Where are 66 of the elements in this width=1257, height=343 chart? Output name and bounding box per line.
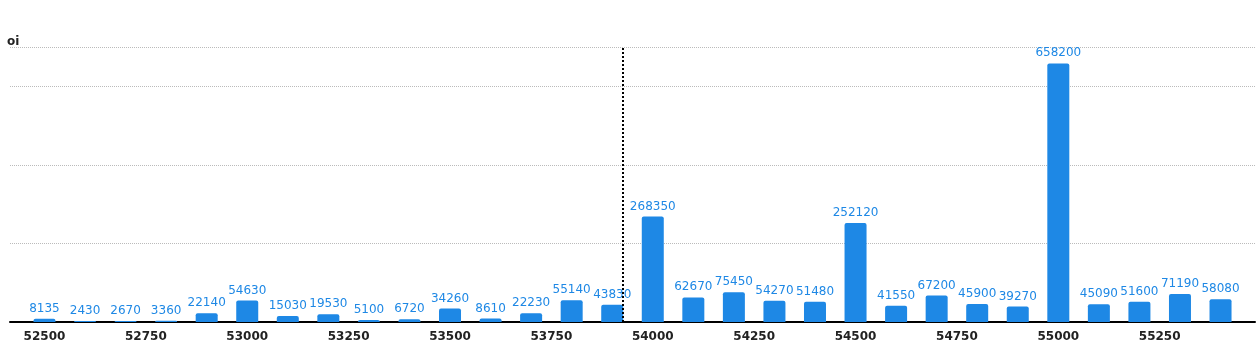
bar (885, 305, 908, 322)
bar (560, 300, 583, 322)
x-tick-label: 53250 (327, 329, 370, 343)
data-label: 8610 (475, 300, 506, 315)
bar (803, 301, 826, 322)
y-axis-title: oi (7, 34, 20, 48)
data-label: 71190 (1160, 276, 1200, 291)
bar (520, 313, 543, 322)
x-tick-label: 53500 (429, 329, 471, 343)
data-label: 268350 (629, 198, 676, 213)
data-label: 75450 (714, 274, 753, 289)
x-tick-label: 54500 (834, 329, 877, 343)
x-tick-label: 52500 (23, 329, 66, 343)
data-label: 22140 (187, 295, 226, 310)
data-label: 658200 (1035, 45, 1082, 60)
data-label: 41550 (877, 287, 916, 302)
data-label: 54630 (228, 282, 267, 297)
bar (722, 292, 745, 322)
bar (601, 304, 624, 322)
x-tick-label: 53750 (530, 329, 573, 343)
bar (276, 316, 299, 322)
bar (925, 295, 948, 322)
bar (1209, 299, 1232, 322)
bar (763, 300, 786, 322)
x-tick-label: 54000 (631, 329, 674, 343)
data-label: 45090 (1079, 286, 1118, 301)
bar (1047, 63, 1070, 322)
data-label: 19530 (309, 296, 348, 311)
x-tick-label: 53000 (226, 329, 269, 343)
data-label: 39270 (998, 288, 1037, 303)
x-tick-label: 54250 (733, 329, 776, 343)
bar (1168, 294, 1191, 322)
data-label: 51600 (1120, 283, 1159, 298)
data-label: 6720 (394, 301, 425, 316)
data-label: 34260 (430, 290, 470, 305)
x-tick-label: 55250 (1138, 329, 1181, 343)
data-label: 5100 (353, 302, 385, 316)
bar (195, 313, 218, 322)
bar (1087, 304, 1110, 322)
data-label: 15030 (268, 298, 307, 313)
bar (641, 216, 664, 322)
data-label: 22230 (512, 295, 551, 310)
x-tick-label: 55000 (1037, 329, 1080, 343)
data-label: 62670 (674, 279, 713, 294)
bar (439, 308, 462, 322)
x-tick-label: 52750 (124, 329, 167, 343)
data-label: 54270 (755, 282, 794, 297)
data-label: 55140 (552, 282, 591, 297)
data-label: 45900 (958, 285, 997, 300)
data-label: 2430 (69, 303, 101, 318)
bar (682, 297, 705, 322)
data-label: 58080 (1201, 281, 1240, 296)
x-tick-label: 54750 (936, 329, 978, 343)
data-label: 252120 (832, 204, 879, 219)
bar (844, 222, 867, 322)
data-label: 2670 (110, 302, 141, 317)
bar (1128, 301, 1151, 322)
data-label: 67200 (917, 277, 956, 292)
bar (236, 300, 259, 322)
bar (317, 314, 340, 322)
data-label: 43830 (593, 286, 632, 301)
data-label: 8135 (29, 300, 60, 315)
data-label: 51480 (795, 283, 835, 298)
data-label: 3360 (150, 302, 182, 317)
bar (966, 303, 989, 322)
bar (1006, 306, 1029, 322)
